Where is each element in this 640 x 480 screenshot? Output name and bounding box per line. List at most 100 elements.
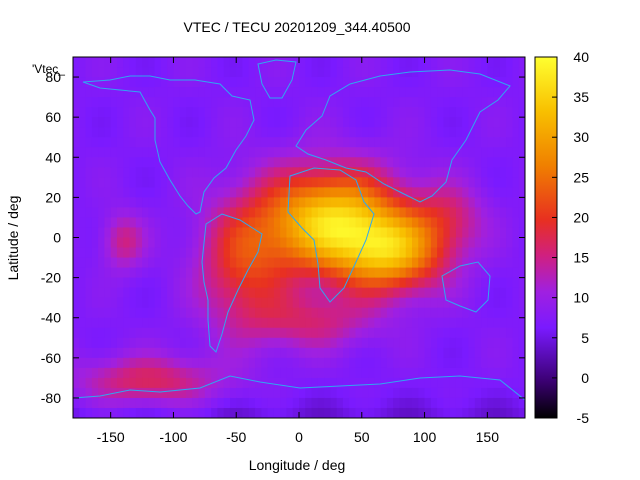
heatmap-cell xyxy=(487,157,495,168)
heatmap-cell xyxy=(330,387,338,399)
heatmap-cell xyxy=(242,277,250,289)
heatmap-cell xyxy=(474,97,482,108)
heatmap-cell xyxy=(512,87,520,98)
heatmap-cell xyxy=(386,377,394,389)
heatmap-cell xyxy=(424,157,432,168)
heatmap-cell xyxy=(468,307,476,319)
heatmap-cell xyxy=(443,297,451,309)
heatmap-cell xyxy=(211,247,218,259)
heatmap-cell xyxy=(336,107,344,118)
heatmap-cell xyxy=(349,257,357,269)
heatmap-cell xyxy=(267,237,275,249)
heatmap-cell xyxy=(386,87,394,98)
heatmap-cell xyxy=(280,197,288,209)
heatmap-cell xyxy=(412,227,419,239)
heatmap-cell xyxy=(292,117,300,128)
heatmap-cell xyxy=(499,207,507,219)
heatmap-cell xyxy=(273,297,281,309)
heatmap-cell xyxy=(481,127,488,138)
heatmap-cell xyxy=(405,137,413,148)
heatmap-cell xyxy=(380,157,388,168)
heatmap-cell xyxy=(204,247,212,259)
heatmap-cell xyxy=(355,177,363,188)
heatmap-cell xyxy=(98,147,105,158)
heatmap-cell xyxy=(437,317,444,329)
x-tick-label: 100 xyxy=(413,429,437,445)
heatmap-cell xyxy=(349,187,357,198)
heatmap-cell xyxy=(299,177,306,188)
heatmap-cell xyxy=(261,107,269,118)
heatmap-cell xyxy=(342,117,350,128)
heatmap-cell xyxy=(399,97,407,108)
heatmap-cell xyxy=(355,317,363,329)
heatmap-cell xyxy=(91,307,99,319)
heatmap-cell xyxy=(368,237,375,249)
heatmap-cell xyxy=(104,307,112,319)
heatmap-cell xyxy=(91,327,99,339)
heatmap-cell xyxy=(418,317,426,329)
heatmap-cell xyxy=(135,277,143,289)
heatmap-cell xyxy=(110,77,118,88)
heatmap-cell xyxy=(73,177,80,188)
heatmap-cell xyxy=(418,147,426,158)
heatmap-cell xyxy=(449,347,457,359)
y-tick-label: 40 xyxy=(45,149,61,165)
heatmap-cell xyxy=(160,397,168,409)
heatmap-cell xyxy=(493,147,501,158)
heatmap-cell xyxy=(198,267,206,279)
heatmap-cell xyxy=(110,217,118,229)
heatmap-cell xyxy=(424,227,432,239)
heatmap-cell xyxy=(311,387,319,399)
heatmap-cell xyxy=(305,207,313,219)
heatmap-cell xyxy=(512,267,520,279)
heatmap-cell xyxy=(487,257,495,269)
heatmap-cell xyxy=(380,297,388,309)
heatmap-cell xyxy=(204,57,212,68)
heatmap-cell xyxy=(204,287,212,299)
heatmap-cell xyxy=(292,137,300,148)
heatmap-cell xyxy=(349,237,357,249)
heatmap-cell xyxy=(481,187,488,198)
heatmap-cell xyxy=(487,137,495,148)
heatmap-cell xyxy=(223,227,231,239)
heatmap-cell xyxy=(405,397,413,409)
heatmap-cell xyxy=(518,277,525,289)
heatmap-cell xyxy=(242,247,250,259)
heatmap-cell xyxy=(487,357,495,369)
heatmap-cell xyxy=(342,127,350,138)
heatmap-cell xyxy=(129,397,137,409)
heatmap-cell xyxy=(211,357,218,369)
heatmap-cell xyxy=(255,67,262,78)
heatmap-cell xyxy=(229,77,237,88)
heatmap-cell xyxy=(430,377,438,389)
heatmap-cell xyxy=(368,327,375,339)
heatmap-cell xyxy=(399,147,407,158)
heatmap-cell xyxy=(380,287,388,299)
heatmap-cell xyxy=(393,247,401,259)
heatmap-cell xyxy=(506,97,514,108)
heatmap-cell xyxy=(386,367,394,379)
heatmap-cell xyxy=(204,67,212,78)
heatmap-cell xyxy=(179,67,187,78)
heatmap-cell xyxy=(355,387,363,399)
heatmap-cell xyxy=(355,357,363,369)
heatmap-cell xyxy=(223,267,231,279)
heatmap-cell xyxy=(437,57,444,68)
coastline-greenland xyxy=(257,59,297,99)
heatmap-cell xyxy=(437,107,444,118)
heatmap-cell xyxy=(512,147,520,158)
heatmap-cell xyxy=(79,207,87,219)
heatmap-cell xyxy=(317,267,325,279)
heatmap-cell xyxy=(248,317,256,329)
heatmap-cell xyxy=(405,337,413,349)
heatmap-cell xyxy=(79,107,87,118)
heatmap-cell xyxy=(280,67,288,78)
heatmap-cell xyxy=(204,237,212,249)
heatmap-cell xyxy=(135,307,143,319)
heatmap-cell xyxy=(380,317,388,329)
heatmap-cell xyxy=(85,337,93,349)
heatmap-cell xyxy=(311,367,319,379)
heatmap-cell xyxy=(336,57,344,68)
heatmap-cell xyxy=(98,137,105,148)
heatmap-cell xyxy=(518,377,525,389)
